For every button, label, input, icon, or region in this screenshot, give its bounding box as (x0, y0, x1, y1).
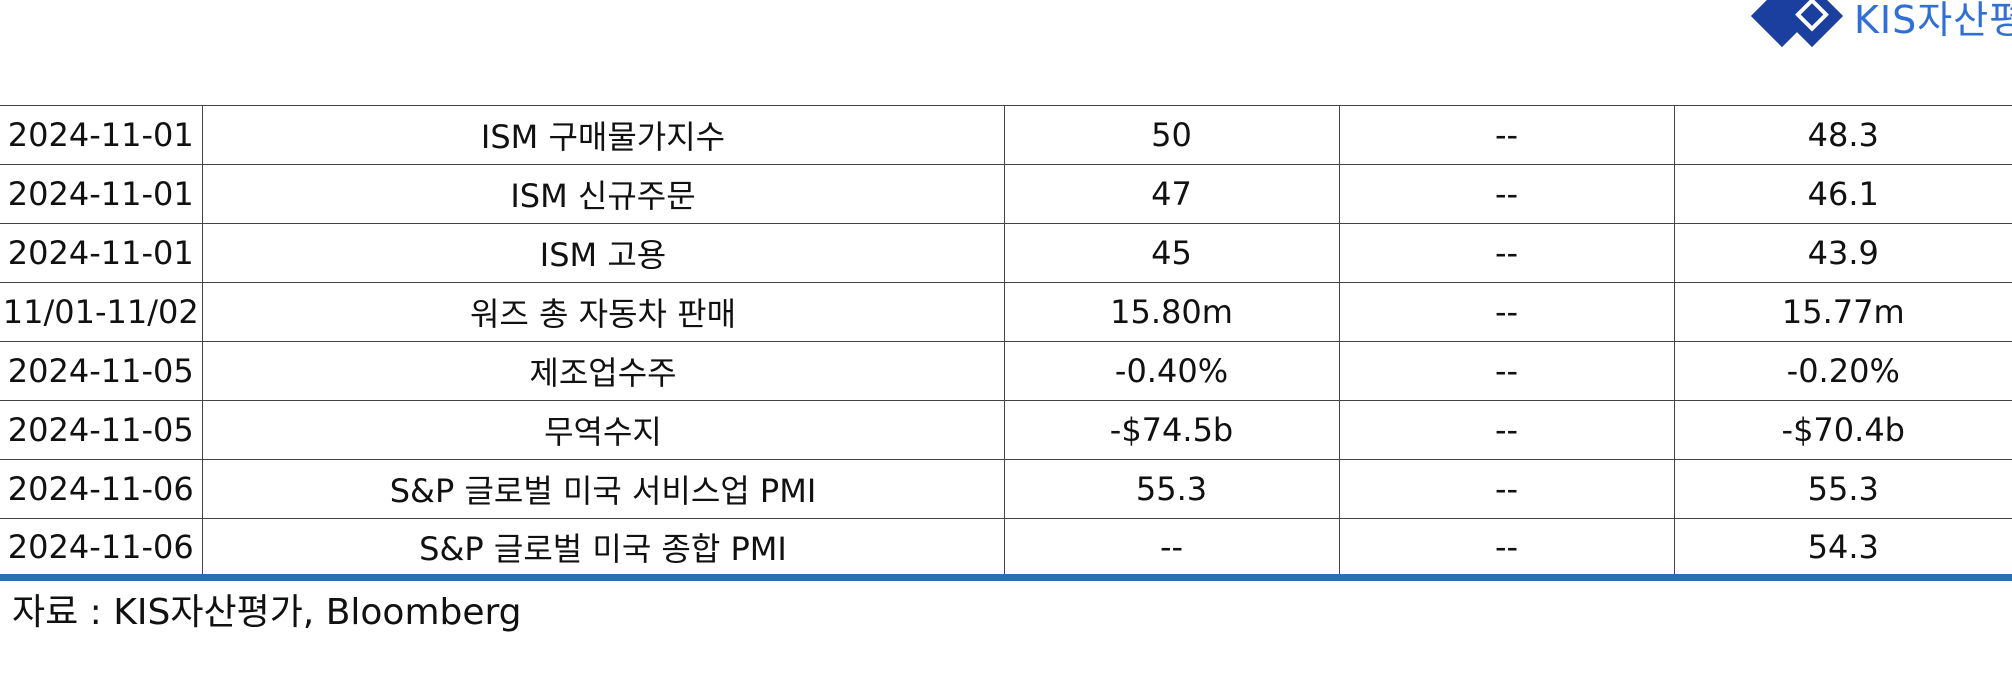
date-cell: 2024-11-01 (0, 105, 202, 165)
actual-cell: -- (1338, 105, 1674, 165)
actual-cell: -- (1338, 518, 1674, 581)
indicator-cell: ISM 구매물가지수 (201, 105, 1004, 165)
indicator-cell: ISM 신규주문 (201, 164, 1004, 224)
prior-cell: 46.1 (1673, 164, 2012, 224)
survey-cell: 15.80m (1003, 282, 1339, 342)
survey-cell: 45 (1003, 223, 1339, 283)
date-cell: 2024-11-06 (0, 459, 202, 519)
prior-cell: 15.77m (1673, 282, 2012, 342)
indicator-cell: S&P 글로벌 미국 종합 PMI (201, 518, 1004, 581)
table-row: 2024-11-05 제조업수주 -0.40% -- -0.20% (0, 341, 2012, 401)
table-row: 11/01-11/02 워즈 총 자동차 판매 15.80m -- 15.77m (0, 282, 2012, 342)
table-body: 2024-11-01 ISM 구매물가지수 50 -- 48.3 2024-11-01 IS… (0, 105, 2012, 581)
table-row: 2024-11-01 ISM 구매물가지수 50 -- 48.3 (0, 105, 2012, 165)
date-cell: 2024-11-01 (0, 223, 202, 283)
table-row: 2024-11-01 ISM 고용 45 -- 43.9 (0, 223, 2012, 283)
indicator-cell: ISM 고용 (201, 223, 1004, 283)
indicator-cell: 워즈 총 자동차 판매 (201, 282, 1004, 342)
actual-cell: -- (1338, 164, 1674, 224)
actual-cell: -- (1338, 459, 1674, 519)
survey-cell: -- (1003, 518, 1339, 581)
date-cell: 2024-11-06 (0, 518, 202, 581)
actual-cell: -- (1338, 341, 1674, 401)
date-cell: 11/01-11/02 (0, 282, 202, 342)
table-row: 2024-11-01 ISM 신규주문 47 -- 46.1 (0, 164, 2012, 224)
indicator-cell: 제조업수주 (201, 341, 1004, 401)
economic-calendar-table: 2024-11-01 ISM 구매물가지수 50 -- 48.3 2024-11-01 IS… (0, 105, 2012, 581)
source-note: 자료 : KIS자산평가, Bloomberg (12, 592, 522, 633)
actual-cell: -- (1338, 282, 1674, 342)
date-cell: 2024-11-05 (0, 400, 202, 460)
indicator-cell: S&P 글로벌 미국 서비스업 PMI (201, 459, 1004, 519)
prior-cell: 55.3 (1673, 459, 2012, 519)
prior-cell: 48.3 (1673, 105, 2012, 165)
survey-cell: 50 (1003, 105, 1339, 165)
logo-text: KIS자산평가 (1854, 0, 2012, 42)
actual-cell: -- (1338, 400, 1674, 460)
date-cell: 2024-11-01 (0, 164, 202, 224)
survey-cell: -0.40% (1003, 341, 1339, 401)
table-row: 2024-11-06 S&P 글로벌 미국 종합 PMI -- -- 54.3 (0, 518, 2012, 581)
indicator-cell: 무역수지 (201, 400, 1004, 460)
survey-cell: 55.3 (1003, 459, 1339, 519)
prior-cell: -0.20% (1673, 341, 2012, 401)
date-cell: 2024-11-05 (0, 341, 202, 401)
survey-cell: 47 (1003, 164, 1339, 224)
logo-mark-icon (1750, 0, 1850, 48)
prior-cell: 43.9 (1673, 223, 2012, 283)
prior-cell: 54.3 (1673, 518, 2012, 581)
prior-cell: -$70.4b (1673, 400, 2012, 460)
company-logo: KIS자산평가 (1750, 0, 2012, 48)
logo-diamond-right (1780, 0, 1844, 48)
survey-cell: -$74.5b (1003, 400, 1339, 460)
actual-cell: -- (1338, 223, 1674, 283)
table-row: 2024-11-06 S&P 글로벌 미국 서비스업 PMI 55.3 -- 55.3 (0, 459, 2012, 519)
table-row: 2024-11-05 무역수지 -$74.5b -- -$70.4b (0, 400, 2012, 460)
